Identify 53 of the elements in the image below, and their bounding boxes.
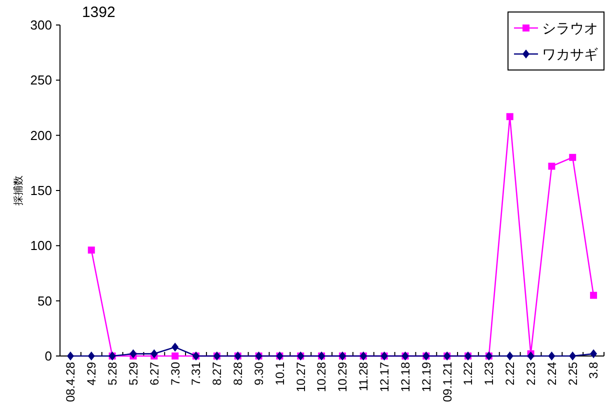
x-tick-label: 5.28: [106, 362, 120, 386]
point: [88, 246, 95, 254]
x-tick-label: 2.24: [544, 362, 559, 386]
y-tick-label: 250: [30, 72, 52, 88]
x-tick-label: 08.4.28: [64, 362, 78, 402]
x-tick-label: 2.22: [503, 362, 518, 386]
x-tick-label: 10.27: [294, 362, 308, 392]
x-tick-label: 5.29: [126, 362, 140, 386]
point: [66, 352, 74, 360]
x-tick-label: 12.17: [378, 362, 392, 392]
x-tick-label: 7.30: [168, 362, 182, 386]
x-tick-label: 10.29: [336, 362, 350, 392]
x-tick-label: 7.31: [189, 362, 204, 386]
x-tick-label: 4.29: [84, 362, 99, 386]
x-tick-label: 2.23: [524, 362, 538, 386]
x-tick-label: 11.28: [356, 362, 371, 392]
text: 1392: [82, 4, 116, 21]
point: [569, 154, 576, 161]
y-tick-label: 100: [30, 238, 52, 254]
y-tick-label: 150: [30, 183, 52, 198]
y-tick-label: 300: [30, 18, 52, 33]
x-tick-label: 2.25: [566, 362, 580, 386]
x-tick-label: 10.28: [314, 362, 329, 392]
point: [130, 349, 137, 358]
y-tick-label: 0: [44, 348, 52, 364]
legend-label: シラウオ: [542, 20, 598, 36]
y-axis-title: 採捕数: [12, 176, 24, 206]
point: [569, 352, 576, 360]
y-tick-label: 200: [30, 128, 52, 143]
x-tick-label: 9.30: [252, 362, 266, 386]
x-tick-label: 1.23: [482, 362, 496, 386]
point: [590, 292, 598, 299]
x-tick-label: 6.27: [147, 362, 162, 386]
x-tick-label: 12.18: [398, 362, 412, 392]
point: [506, 352, 514, 360]
point: [88, 352, 95, 360]
point: [506, 113, 514, 120]
point: [172, 342, 179, 352]
point: [172, 352, 179, 360]
x-tick-label: 1.22: [461, 362, 476, 386]
point: [548, 352, 556, 360]
x-tick-label: 09.1.21: [440, 362, 454, 402]
point: [150, 349, 158, 358]
x-tick-label: 10.1: [272, 362, 287, 386]
point: [527, 352, 534, 360]
legend-label: ワカサギ: [542, 46, 598, 62]
x-tick-label: 12.19: [419, 362, 434, 392]
x-tick-label: 3.8: [586, 362, 601, 379]
point: [590, 349, 598, 358]
x-tick-label: 8.27: [210, 362, 224, 386]
point: [548, 162, 556, 170]
x-tick-label: 8.28: [231, 362, 246, 386]
y-tick-label: 50: [38, 293, 52, 308]
